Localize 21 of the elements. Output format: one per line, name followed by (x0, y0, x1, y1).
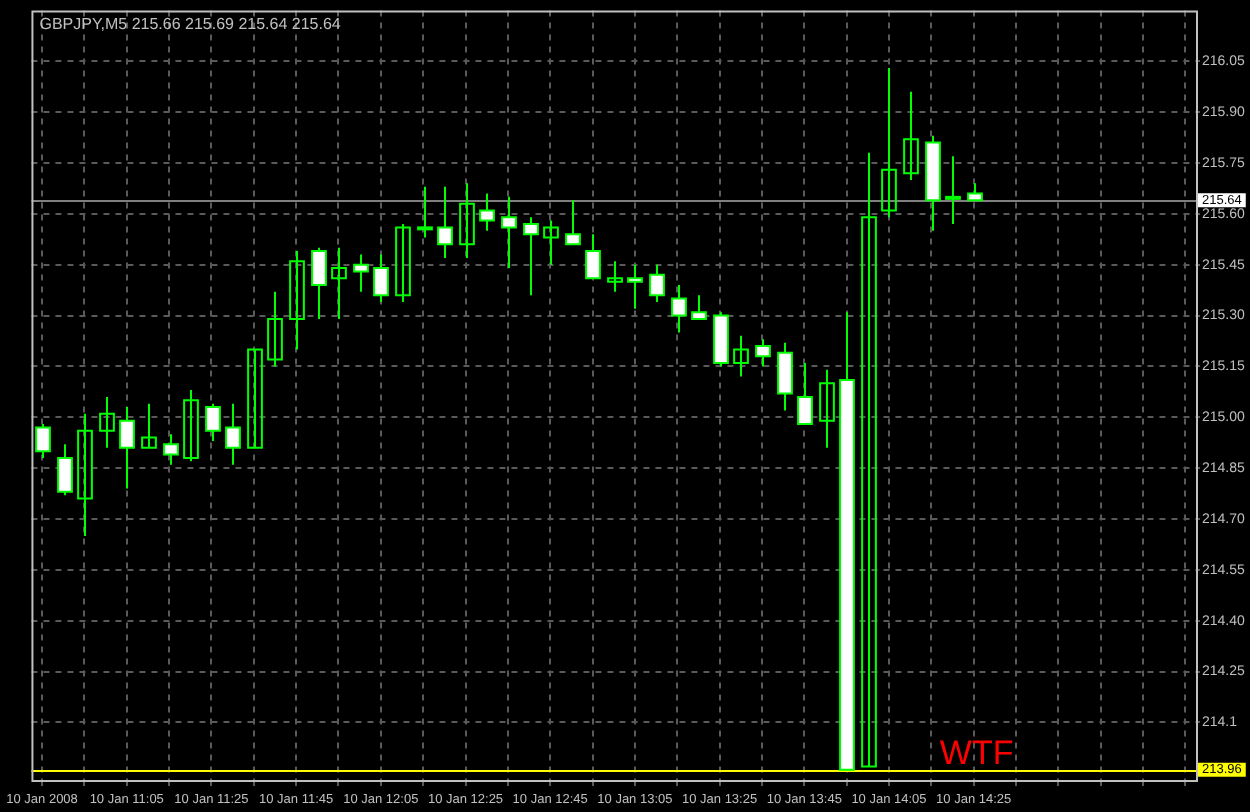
annotation: WTF (939, 734, 1014, 772)
candlestick (459, 182, 475, 259)
candlestick (395, 222, 411, 303)
candlestick (77, 412, 93, 537)
candlestick (331, 246, 347, 320)
chart-title: GBPJPY,M5 215.66 215.69 215.64 215.64 (39, 14, 342, 33)
candlestick (417, 185, 433, 239)
candlestick (733, 334, 749, 378)
candlestick (141, 402, 157, 449)
candlestick (247, 348, 263, 449)
candlestick (881, 67, 897, 219)
candlestick (289, 250, 305, 351)
candlestick (183, 389, 199, 463)
candlestick (903, 90, 919, 181)
candlestick (819, 368, 835, 449)
candlestick (861, 151, 877, 768)
candlestick (607, 260, 623, 293)
candlestick (543, 219, 559, 266)
candlestick (267, 290, 283, 368)
candlestick (99, 395, 115, 449)
candlestick (945, 155, 961, 225)
